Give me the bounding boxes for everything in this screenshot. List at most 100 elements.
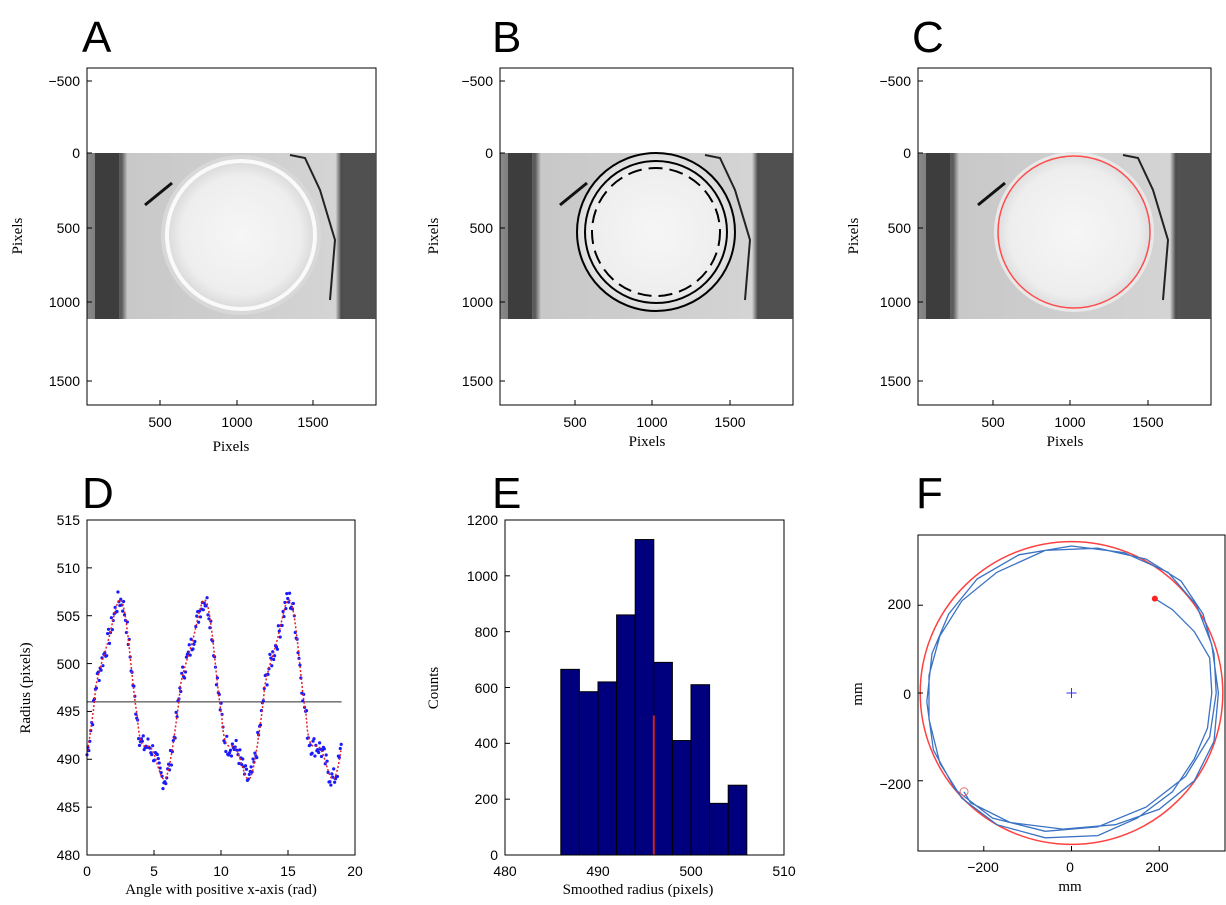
axes-frame: [499, 67, 794, 406]
data-point: [234, 738, 238, 743]
data-point: [137, 743, 142, 747]
y-tick-label: 0: [903, 145, 911, 161]
histogram-bar: [560, 668, 580, 856]
data-point: [312, 737, 316, 741]
data-point: [181, 665, 185, 669]
data-point: [169, 763, 174, 767]
x-axis-label: Smoothed radius (pixels): [563, 882, 714, 898]
data-point: [319, 754, 324, 759]
data-point: [156, 756, 160, 761]
data-point: [198, 615, 203, 619]
image-left-edge: [95, 153, 119, 319]
x-ticks: 500 1000 1500: [563, 400, 746, 430]
y-tick-label: 200: [888, 596, 912, 612]
histogram-bar: [709, 802, 729, 856]
data-point: [192, 642, 196, 646]
data-point: [273, 654, 277, 658]
x-ticks: 480 490 500 510: [493, 863, 796, 879]
y-tick-label: 1000: [49, 294, 80, 310]
x-tick-label: 200: [1145, 859, 1169, 875]
y-ticks: −500 0 500 1000 1500: [48, 73, 92, 389]
x-ticks: 500 1000 1500: [148, 400, 329, 430]
cable: [289, 154, 337, 301]
cable: [704, 154, 752, 301]
x-tick-label: 480: [493, 863, 517, 879]
panel-label: E: [492, 469, 521, 518]
data-point: [116, 590, 120, 594]
dish: [578, 154, 734, 310]
x-tick-label: 490: [586, 863, 610, 879]
data-point: [202, 601, 206, 605]
y-tick-label: −200: [879, 776, 911, 792]
x-tick-label: 1000: [1054, 414, 1085, 430]
plot-area: [504, 519, 785, 856]
fit-curve: [86, 599, 342, 780]
data-point: [94, 686, 98, 690]
y-tick-label: 200: [475, 791, 499, 807]
data-point: [268, 652, 272, 656]
panel-b: B −500 0 500 1000 1500 500 1000 1500: [426, 13, 794, 450]
data-point: [183, 670, 188, 674]
y-tick-label: −500: [48, 73, 80, 89]
y-tick-label: −500: [461, 73, 493, 89]
data-point: [228, 748, 233, 752]
data-point: [229, 754, 234, 758]
x-axis-label: Angle with positive x-axis (rad): [125, 882, 317, 898]
probe-wire: [977, 181, 1006, 207]
data-point: [164, 781, 168, 786]
x-tick-label: 500: [981, 414, 1005, 430]
y-tick-label: 505: [57, 608, 81, 624]
data-point: [227, 751, 232, 755]
data-point: [136, 737, 141, 741]
data-point: [115, 609, 119, 614]
data-point: [322, 747, 326, 751]
image-area: [500, 152, 793, 319]
panel-label: D: [82, 469, 114, 518]
panel-d: D 480 485 490 495 500 505 510 515 0 5 10…: [18, 469, 363, 898]
y-axis-label: Pixels: [10, 218, 26, 255]
data-point: [330, 772, 334, 776]
data-point: [140, 739, 144, 743]
data-point: [325, 759, 329, 763]
data-point: [184, 655, 189, 659]
panel-c: C −500 0 500 1000 1500 500 1000 1500 Pix…: [846, 13, 1212, 450]
axes-frame: [86, 67, 377, 406]
y-tick-label: −500: [879, 73, 911, 89]
panel-label: B: [492, 13, 521, 62]
data-point: [107, 641, 112, 645]
x-tick-label: 5: [150, 863, 158, 879]
data-point: [329, 783, 333, 787]
histogram-bar: [653, 661, 673, 856]
data-point: [335, 774, 340, 779]
data-point: [150, 753, 154, 757]
y-tick-label: 500: [57, 220, 81, 236]
data-point: [161, 786, 165, 791]
x-tick-label: 0: [1066, 859, 1074, 875]
data-point: [106, 627, 111, 631]
y-tick-label: 500: [470, 220, 494, 236]
data-point: [310, 751, 314, 755]
image-left-edge: [508, 153, 532, 319]
y-ticks: 480 485 490 495 500 505 510 515: [57, 512, 81, 863]
panel-label: A: [82, 13, 112, 62]
probe-wire: [144, 181, 173, 207]
y-ticks: 200 0 −200: [879, 596, 911, 792]
data-point: [339, 742, 343, 746]
data-point: [105, 654, 109, 658]
data-point: [155, 752, 159, 757]
x-tick-label: 1000: [636, 414, 667, 430]
data-point: [101, 664, 105, 668]
panel-label: C: [912, 13, 944, 62]
data-point: [174, 710, 178, 714]
data-point: [148, 746, 152, 750]
cable: [1122, 154, 1170, 301]
x-tick-label: 0: [83, 863, 91, 879]
data-point: [106, 631, 110, 636]
data-point: [291, 601, 295, 606]
y-tick-label: 490: [57, 751, 81, 767]
dish-interior: [169, 163, 313, 307]
y-tick-label: 1500: [49, 373, 80, 389]
x-ticks: 500 1000 1500: [981, 400, 1164, 430]
panel-a: A −500 0 500 1000 1500 500 1000 1500 Pix…: [10, 13, 377, 455]
